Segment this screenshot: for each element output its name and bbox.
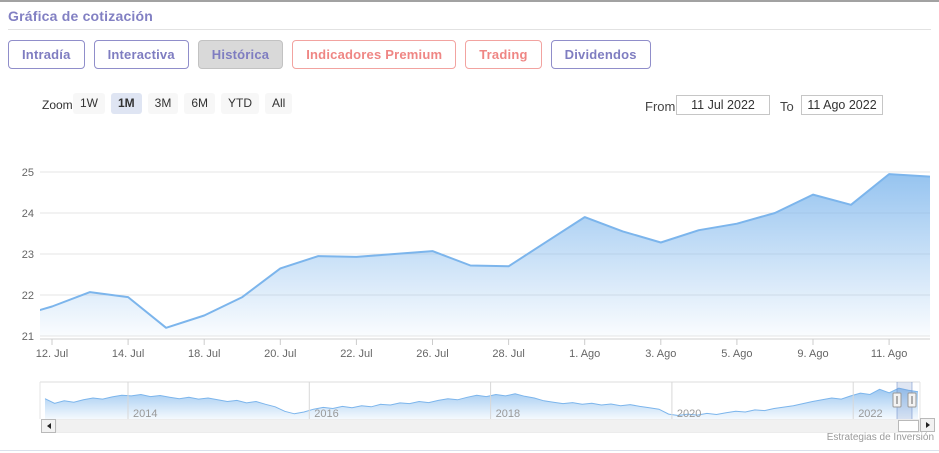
year-label: 2018 [496,408,520,420]
tab-trading[interactable]: Trading [465,40,542,69]
year-label: 2020 [677,408,701,420]
zoom-button-1w[interactable]: 1W [73,93,105,115]
navigator-area [45,388,918,419]
zoom-button-all[interactable]: All [265,93,293,115]
page-title: Gráfica de cotización [8,8,154,24]
y-axis-label: 22 [22,290,34,302]
navigator-window[interactable] [897,382,912,419]
zoom-button-1m[interactable]: 1M [111,93,142,115]
x-axis-label: 9. Ago [797,348,828,360]
x-axis-label: 3. Ago [645,348,676,360]
zoom-button-ytd[interactable]: YTD [221,93,260,115]
zoom-button-6m[interactable]: 6M [184,93,216,115]
to-date-input[interactable] [801,95,883,115]
tab-intrad-a[interactable]: Intradía [8,40,85,69]
scrollbar-left-button[interactable] [41,419,56,433]
year-label: 2014 [133,408,157,420]
zoom-range-buttons: 1W 1M 3M 6M YTD All [73,93,293,115]
scrollbar-right-button[interactable] [920,418,935,432]
year-label: 2016 [314,408,338,420]
tab-hist-rica[interactable]: Histórica [197,40,284,69]
tab-interactiva[interactable]: Interactiva [93,40,189,69]
x-axis-label: 26. Jul [416,348,448,360]
title-divider [8,29,931,30]
price-chart[interactable]: 21 22 23 24 25 12. Jul 14. Jul 18. Jul 20. Jul 22… [0,132,939,364]
y-axis-label: 21 [22,331,34,343]
navigator-line [44,387,919,417]
scrollbar-track[interactable] [56,419,920,433]
zoom-label: Zoom [42,98,73,112]
right-arrow-icon [925,422,930,428]
y-axis-label: 24 [22,208,34,220]
scrollbar-thumb[interactable] [898,420,919,432]
x-axis-label: 12. Jul [36,348,68,360]
tab-indicadores-premium[interactable]: Indicadores Premium [292,40,457,69]
zoom-button-3m[interactable]: 3M [147,93,179,115]
from-date-input[interactable] [676,95,770,115]
y-axis-label: 23 [22,249,34,261]
navigator-chart[interactable]: 2014 2016 2018 2020 2022 [0,377,939,453]
x-axis-label: 28. Jul [492,348,524,360]
x-axis-label: 20. Jul [264,348,296,360]
y-axis-label: 25 [22,167,34,179]
x-axis-label: 18. Jul [188,348,220,360]
x-axis-label: 14. Jul [112,348,144,360]
to-label: To [780,99,794,114]
tab-dividendos[interactable]: Dividendos [550,40,651,69]
year-label: 2022 [858,408,882,420]
attribution: Estrategias de Inversión [826,432,934,443]
x-axis-label: 5. Ago [721,348,752,360]
bottom-border [0,450,939,451]
x-axis-label: 11. Ago [871,348,908,360]
left-arrow-icon [46,423,51,429]
x-axis-label: 22. Jul [340,348,372,360]
price-line [40,173,930,329]
chart-mode-tabs: Intradía Interactiva Histórica Indicadores … [8,40,651,69]
x-axis-label: 1. Ago [569,348,600,360]
price-area [40,174,930,336]
from-label: From [645,99,676,114]
